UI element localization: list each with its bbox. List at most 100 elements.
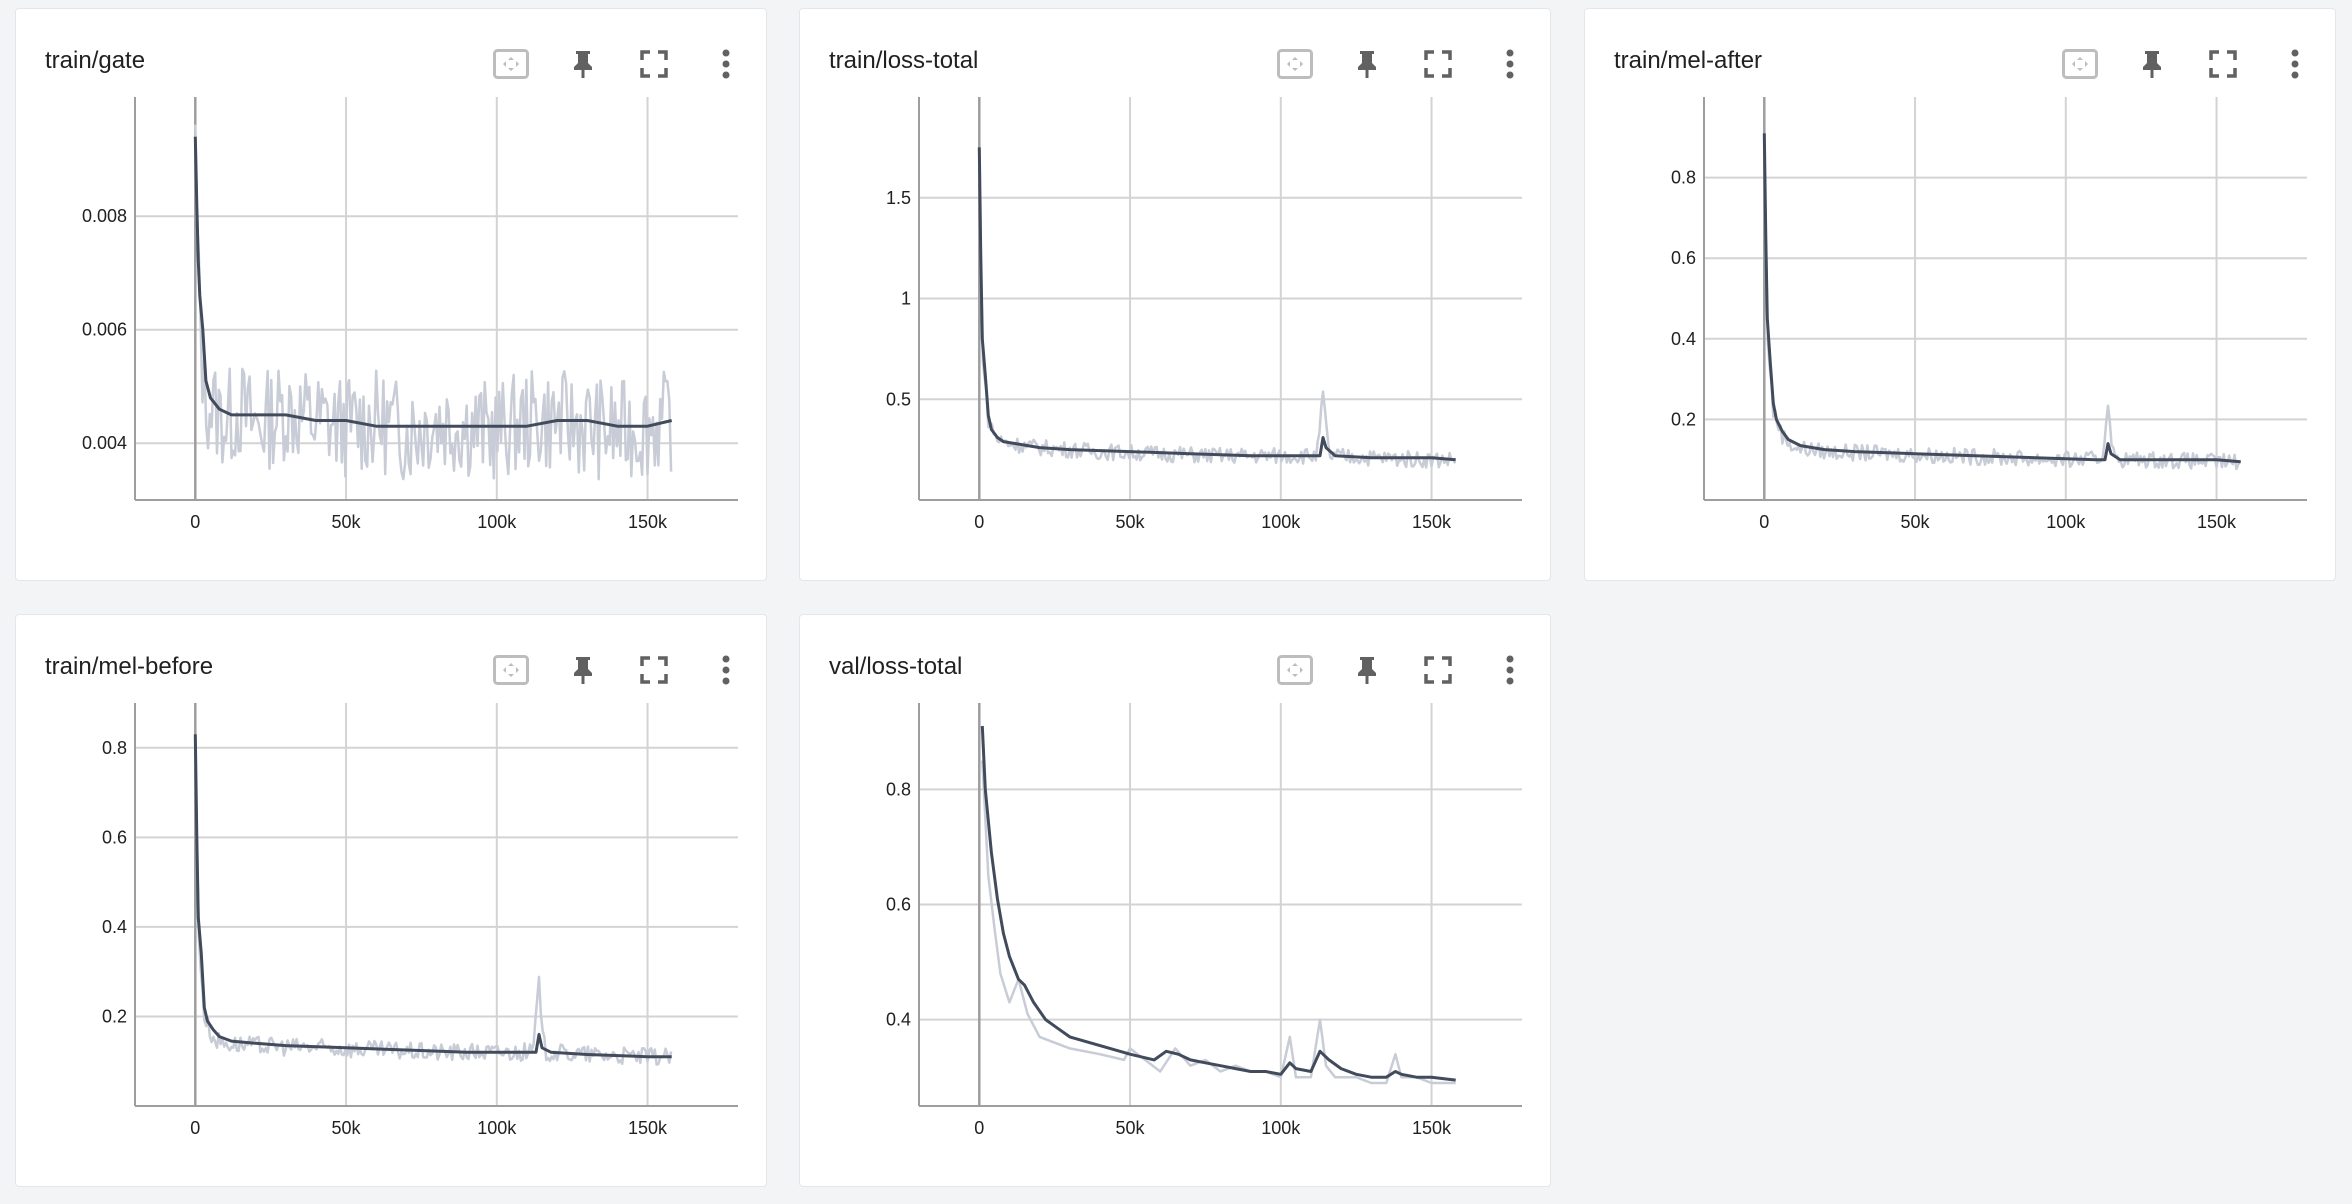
more-options-button[interactable] [708,652,744,688]
x-tick-label: 0 [974,1118,984,1138]
fullscreen-icon [1424,656,1452,684]
y-tick-label: 0.6 [886,895,911,915]
chart-card: train/mel-after 0.2 0.4 0.6 0.8 0 50k 100k 150k [1584,8,2336,581]
fit-domain-button[interactable] [2062,46,2098,82]
fullscreen-icon [640,656,668,684]
fit-domain-icon [493,49,529,79]
pin-button[interactable] [1349,46,1385,82]
x-tick-label: 150k [1412,1118,1452,1138]
chart-title: val/loss-total [829,653,963,680]
pin-button[interactable] [565,652,601,688]
raw-series-line [981,760,1456,1085]
y-tick-label: 0.004 [82,433,127,453]
chart-title: train/mel-before [45,653,214,680]
y-tick-label: 0.5 [886,389,911,409]
pin-icon [1355,655,1379,685]
fit-domain-button[interactable] [493,46,529,82]
y-tick-label: 0.6 [102,827,127,847]
chart-card: train/loss-total 0.5 1 1.5 0 50k 100k 150k [799,8,1551,581]
y-tick-label: 0.008 [82,206,127,226]
x-tick-label: 150k [628,512,668,532]
chart-plot[interactable]: 0.2 0.4 0.6 0.8 0 50k 100k 150k [16,615,768,1188]
chart-title: train/loss-total [829,47,979,74]
fullscreen-button[interactable] [1420,652,1456,688]
y-tick-label: 0.006 [82,320,127,340]
x-tick-label: 150k [1412,512,1452,532]
x-tick-label: 100k [1261,1118,1301,1138]
more-vert-icon [1506,49,1514,79]
fullscreen-button[interactable] [636,652,672,688]
fullscreen-button[interactable] [2205,46,2241,82]
chart-card: train/gate 0.004 0.006 0.008 0 50k 100k 150k [15,8,767,581]
x-tick-label: 100k [1261,512,1301,532]
smoothed-series-line [977,147,1456,462]
x-tick-label: 150k [628,1118,668,1138]
x-tick-label: 0 [190,512,200,532]
more-vert-icon [722,655,730,685]
smoothed-series-line [1762,133,2241,464]
fullscreen-icon [640,50,668,78]
y-tick-label: 0.8 [886,779,911,799]
x-tick-label: 100k [477,512,517,532]
y-tick-label: 1.5 [886,188,911,208]
more-vert-icon [2291,49,2299,79]
raw-series-line [1763,145,2242,471]
more-options-button[interactable] [1492,46,1528,82]
fit-domain-icon [1277,655,1313,685]
fit-domain-button[interactable] [493,652,529,688]
y-tick-label: 0.4 [102,917,127,937]
x-tick-label: 50k [332,1118,362,1138]
y-tick-label: 0.8 [102,738,127,758]
pin-icon [571,655,595,685]
more-options-button[interactable] [2277,46,2313,82]
fit-domain-button[interactable] [1277,46,1313,82]
x-tick-label: 50k [1116,512,1146,532]
y-tick-label: 0.2 [1671,409,1696,429]
pin-icon [1355,49,1379,79]
y-tick-label: 0.4 [886,1010,911,1030]
chart-plot[interactable]: 0.5 1 1.5 0 50k 100k 150k [800,9,1552,582]
y-tick-label: 0.6 [1671,248,1696,268]
y-tick-label: 0.2 [102,1006,127,1026]
fullscreen-button[interactable] [636,46,672,82]
more-vert-icon [1506,655,1514,685]
y-tick-label: 1 [901,289,911,309]
raw-series-line [194,124,673,481]
more-vert-icon [722,49,730,79]
x-tick-label: 0 [1759,512,1769,532]
fit-domain-icon [493,655,529,685]
pin-icon [2140,49,2164,79]
more-options-button[interactable] [708,46,744,82]
smoothed-series-line [980,725,1456,1082]
x-tick-label: 50k [1116,1118,1146,1138]
raw-series-line [194,750,673,1066]
pin-button[interactable] [565,46,601,82]
pin-button[interactable] [2134,46,2170,82]
chart-plot[interactable]: 0.4 0.6 0.8 0 50k 100k 150k [800,615,1552,1188]
chart-plot[interactable]: 0.004 0.006 0.008 0 50k 100k 150k [16,9,768,582]
chart-card: train/mel-before 0.2 0.4 0.6 0.8 0 50k 100k 150… [15,614,767,1187]
fullscreen-icon [1424,50,1452,78]
smoothed-series-line [193,136,673,428]
x-tick-label: 50k [332,512,362,532]
pin-button[interactable] [1349,652,1385,688]
chart-title: train/mel-after [1614,47,1763,74]
x-tick-label: 0 [974,512,984,532]
fit-domain-button[interactable] [1277,652,1313,688]
y-tick-label: 0.4 [1671,329,1696,349]
x-tick-label: 100k [477,1118,517,1138]
smoothed-series-line [193,734,672,1059]
chart-card: val/loss-total 0.4 0.6 0.8 0 50k 100k 150k [799,614,1551,1187]
chart-title: train/gate [45,47,146,74]
more-options-button[interactable] [1492,652,1528,688]
fullscreen-button[interactable] [1420,46,1456,82]
x-tick-label: 150k [2197,512,2237,532]
fit-domain-icon [1277,49,1313,79]
x-tick-label: 100k [2046,512,2086,532]
pin-icon [571,49,595,79]
chart-plot[interactable]: 0.2 0.4 0.6 0.8 0 50k 100k 150k [1585,9,2337,582]
raw-series-line [978,155,1457,469]
fullscreen-icon [2209,50,2237,78]
x-tick-label: 0 [190,1118,200,1138]
y-tick-label: 0.8 [1671,168,1696,188]
